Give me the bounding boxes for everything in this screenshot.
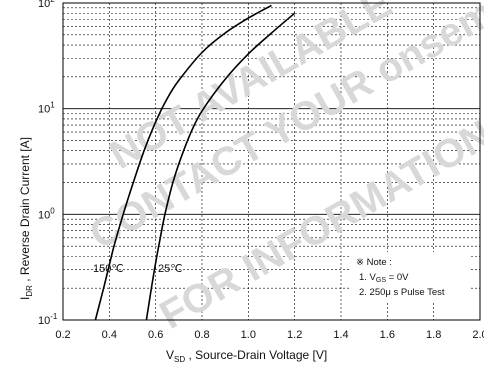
- x-tick-label: 1.0: [241, 329, 256, 341]
- y-axis-label: IDR , Reverse Drain Current [A]: [18, 137, 34, 300]
- y-tick-label: 101: [38, 101, 55, 116]
- note-line-2: 2. 250μ s Pulse Test: [359, 287, 445, 298]
- series-label-25c: 25℃: [158, 263, 183, 275]
- grid: [63, 3, 480, 320]
- x-axis-label: VSD , Source-Drain Voltage [V]: [166, 348, 327, 364]
- tick-labels: 0.2 0.4 0.6 0.8 1.0 1.2 1.4 1.6 1.8 2.0 10-1 100 101…: [38, 0, 484, 341]
- y-tick-label: 10-1: [38, 312, 58, 327]
- note-box: ※ Note : 1. VGS = 0V 2. 250μ s Pulse Tes…: [350, 252, 470, 302]
- note-line-1: 1. VGS = 0V: [359, 272, 409, 284]
- x-tick-label: 1.4: [333, 329, 348, 341]
- y-tick-label: 100: [38, 206, 55, 221]
- x-tick-label: 0.8: [194, 329, 209, 341]
- plot-frame: [62, 2, 481, 321]
- note-background: [350, 252, 470, 302]
- x-tick-label: 0.2: [55, 329, 70, 341]
- x-tick-label: 0.6: [148, 329, 163, 341]
- series-line-25c: [145, 12, 296, 321]
- note-title: ※ Note :: [356, 257, 392, 268]
- x-tick-label: 1.2: [287, 329, 302, 341]
- series-line-150c: [94, 4, 272, 321]
- x-tick-label: 0.4: [102, 329, 117, 341]
- y-tick-label: 102: [38, 0, 55, 10]
- series-label-150c: 150℃: [93, 263, 124, 275]
- x-tick-label: 1.8: [426, 329, 441, 341]
- curves: [94, 4, 296, 321]
- x-tick-label: 1.6: [380, 329, 395, 341]
- x-tick-label: 2.0: [472, 329, 484, 341]
